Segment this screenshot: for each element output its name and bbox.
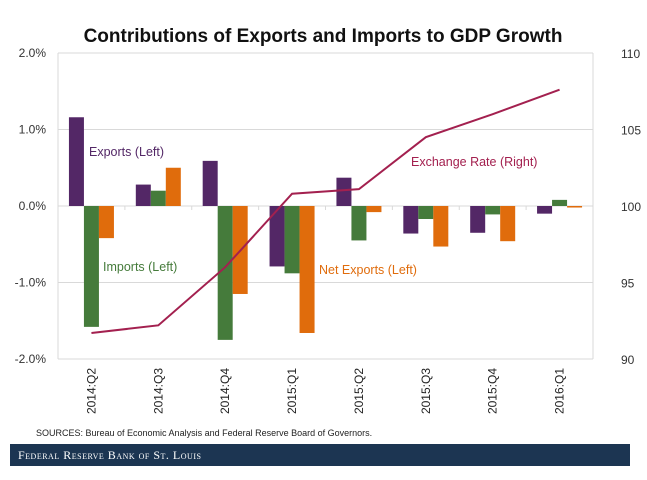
bar-net — [433, 206, 449, 247]
bar-net — [299, 206, 315, 333]
right-tick-label: 105 — [621, 124, 641, 138]
right-tick-label: 100 — [621, 200, 641, 214]
x-tick-label: 2014:Q4 — [218, 368, 232, 414]
bar-imports — [83, 206, 99, 327]
bar-net — [165, 167, 181, 206]
x-tick-label: 2016:Q1 — [553, 368, 567, 414]
x-tick-label: 2015:Q1 — [285, 368, 299, 414]
bar-exports — [202, 160, 218, 206]
x-tick-label: 2015:Q3 — [419, 368, 433, 414]
series-label: Net Exports (Left) — [319, 263, 417, 277]
left-tick-label: 2.0% — [19, 46, 47, 60]
bar-exports — [470, 206, 486, 233]
bar-net — [567, 206, 583, 208]
bar-exports — [269, 206, 285, 267]
bar-imports — [284, 206, 300, 274]
exchange-rate-line — [91, 88, 560, 334]
left-tick-label: -1.0% — [15, 276, 47, 290]
series-label: Exports (Left) — [89, 145, 164, 159]
bar-exports — [403, 206, 419, 234]
x-tick-label: 2014:Q3 — [151, 368, 165, 414]
bar-imports — [351, 206, 367, 241]
footer-logo-text: Federal Reserve Bank of St. Louis — [18, 448, 202, 462]
bar-imports — [418, 206, 434, 220]
x-tick-label: 2015:Q2 — [352, 368, 366, 414]
chart-title: Contributions of Exports and Imports to … — [84, 26, 563, 47]
bar-exports — [68, 117, 84, 206]
bar-exports — [537, 206, 553, 214]
x-tick-label: 2015:Q4 — [486, 368, 500, 414]
bar-exports — [336, 177, 352, 206]
left-tick-label: 1.0% — [19, 123, 47, 137]
right-tick-label: 95 — [621, 277, 635, 291]
sources-note: SOURCES: Bureau of Economic Analysis and… — [36, 428, 373, 438]
left-tick-label: -2.0% — [15, 352, 47, 366]
bar-imports — [217, 206, 233, 340]
bar-exports — [135, 184, 151, 206]
series-label: Exchange Rate (Right) — [411, 155, 537, 169]
x-tick-label: 2014:Q2 — [84, 368, 98, 414]
bar-imports — [552, 199, 568, 206]
series-label: Imports (Left) — [103, 260, 177, 274]
bar-net — [98, 206, 114, 239]
bar-net — [500, 206, 516, 242]
bar-net — [366, 206, 382, 213]
bar-imports — [485, 206, 501, 215]
right-tick-label: 110 — [621, 47, 640, 61]
left-tick-label: 0.0% — [19, 199, 47, 213]
footer-banner: Federal Reserve Bank of St. Louis — [10, 444, 630, 466]
chart: Contributions of Exports and Imports to … — [15, 26, 642, 414]
bar-imports — [150, 190, 166, 206]
right-tick-label: 90 — [621, 353, 635, 367]
